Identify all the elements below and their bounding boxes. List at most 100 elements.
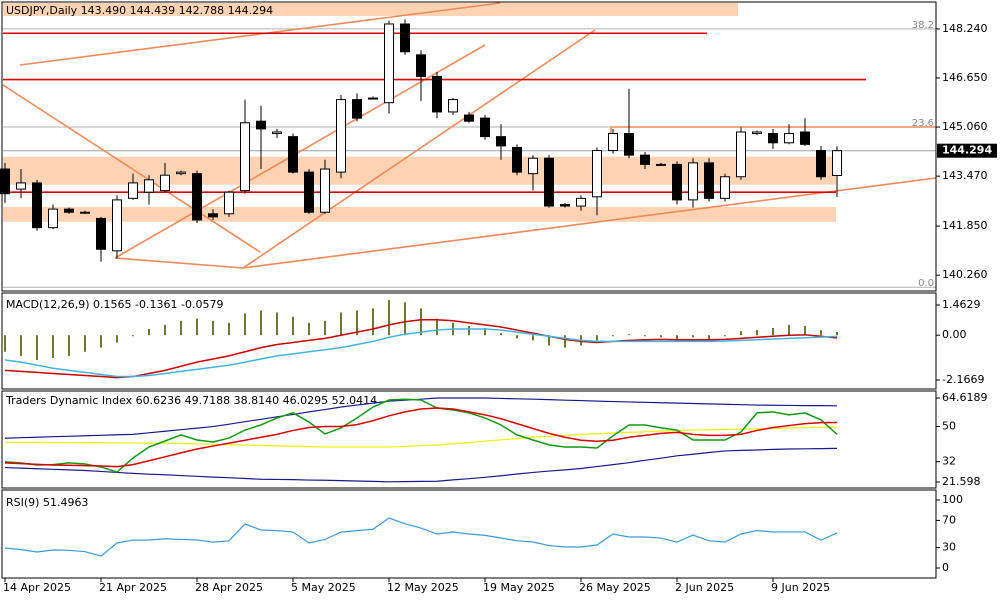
y-tick-label: 140.260	[942, 268, 988, 281]
candle-body	[272, 131, 282, 135]
x-tick-label: 12 May 2025	[387, 581, 459, 594]
candle-body	[0, 168, 10, 195]
candle-body	[96, 217, 106, 250]
x-tick-label: 9 Jun 2025	[771, 581, 830, 594]
macd-histogram	[660, 335, 662, 338]
candle-body	[112, 199, 122, 252]
macd-histogram	[212, 320, 214, 336]
panel-title: Traders Dynamic Index 60.6236 49.7188 38…	[5, 394, 377, 407]
macd-histogram	[260, 310, 262, 336]
y-tick-label: 148.240	[942, 22, 988, 35]
macd-histogram	[804, 325, 806, 336]
y-tick-label: 143.470	[942, 169, 988, 182]
macd-histogram	[676, 335, 678, 341]
candle-body	[832, 150, 842, 177]
macd-histogram	[628, 334, 630, 336]
macd-histogram	[292, 316, 294, 336]
supply-demand-zone	[3, 206, 836, 222]
indicator-line	[4, 328, 838, 378]
candle-body	[736, 131, 746, 178]
macd-histogram	[404, 302, 406, 336]
x-tick-label: 28 Apr 2025	[195, 581, 263, 594]
y-tick-label: 145.060	[942, 120, 988, 133]
candle-body	[816, 150, 826, 178]
indicator-line	[4, 398, 838, 473]
candle-body	[464, 114, 474, 122]
macd-histogram	[196, 318, 198, 336]
y-tick-label: 141.850	[942, 219, 988, 232]
macd-histogram	[532, 335, 534, 341]
candle-body	[320, 168, 330, 213]
indicator-line	[4, 407, 838, 468]
y-tick-label: 64.6189	[942, 391, 988, 404]
macd-histogram	[276, 312, 278, 336]
macd-histogram	[484, 327, 486, 336]
candle-body	[160, 174, 170, 192]
candle-body	[800, 131, 810, 145]
panel-title: MACD(12,26,9) 0.1565 -0.1361 -0.0579	[6, 298, 223, 311]
macd-histogram	[772, 327, 774, 336]
candle-body	[192, 173, 202, 221]
main-panel	[1, 1, 937, 292]
candle-body	[768, 133, 778, 144]
macd-histogram	[596, 335, 598, 341]
macd-histogram	[180, 320, 182, 336]
candle-body	[720, 176, 730, 199]
candle-body	[80, 211, 90, 214]
indicator-line	[4, 517, 838, 557]
candle-body	[64, 208, 74, 213]
candle-body	[672, 163, 682, 201]
macd-histogram	[68, 335, 70, 356]
macd-histogram	[244, 313, 246, 336]
candle-body	[16, 182, 26, 190]
candle-body	[384, 23, 394, 104]
macd-histogram	[644, 335, 646, 337]
candle-body	[528, 157, 538, 175]
candle-body	[640, 154, 650, 165]
candle-body	[544, 157, 554, 207]
candle-body	[224, 191, 234, 215]
macd-histogram	[420, 308, 422, 336]
candle-body	[208, 213, 218, 218]
candle-body	[480, 117, 490, 138]
plot: USDJPY,Daily 143.490 144.439 142.788 144…	[0, 4, 997, 594]
panel-title: USDJPY,Daily 143.490 144.439 142.788 144…	[6, 4, 273, 17]
tdi-panel	[1, 390, 937, 489]
x-tick-label: 5 May 2025	[291, 581, 356, 594]
y-tick-label: 0.00	[942, 328, 967, 341]
candle-body	[352, 99, 362, 119]
macd-histogram	[692, 335, 694, 338]
trend-line	[114, 44, 486, 259]
macd-histogram	[148, 329, 150, 336]
candle-body	[752, 131, 762, 135]
candle-body	[256, 120, 266, 130]
x-tick-label: 14 Apr 2025	[3, 581, 71, 594]
price-tag	[937, 143, 997, 158]
candle-body	[688, 162, 698, 201]
y-tick-label: 21.598	[942, 475, 981, 488]
macd-histogram	[116, 335, 118, 343]
supply-demand-zone	[3, 3, 738, 16]
candle-body	[240, 122, 250, 192]
trend-line	[242, 29, 596, 269]
macd-histogram	[324, 320, 326, 336]
candle-body	[304, 171, 314, 213]
macd-histogram	[388, 300, 390, 336]
macd-histogram	[436, 318, 438, 336]
macd-histogram	[20, 335, 22, 356]
candle-body	[432, 75, 442, 113]
fib-label: 0.0	[918, 278, 934, 289]
candle-body	[624, 133, 634, 156]
trend-line	[114, 257, 244, 269]
candle-body	[512, 146, 522, 173]
candle-body	[704, 162, 714, 199]
candle-body	[176, 171, 186, 175]
candle-body	[368, 97, 378, 100]
trend-line	[242, 177, 937, 269]
trend-line	[2, 84, 261, 253]
macd-histogram	[52, 335, 54, 358]
macd-histogram	[84, 335, 86, 352]
y-tick-label: 0	[942, 561, 949, 574]
candle-body	[576, 197, 586, 207]
